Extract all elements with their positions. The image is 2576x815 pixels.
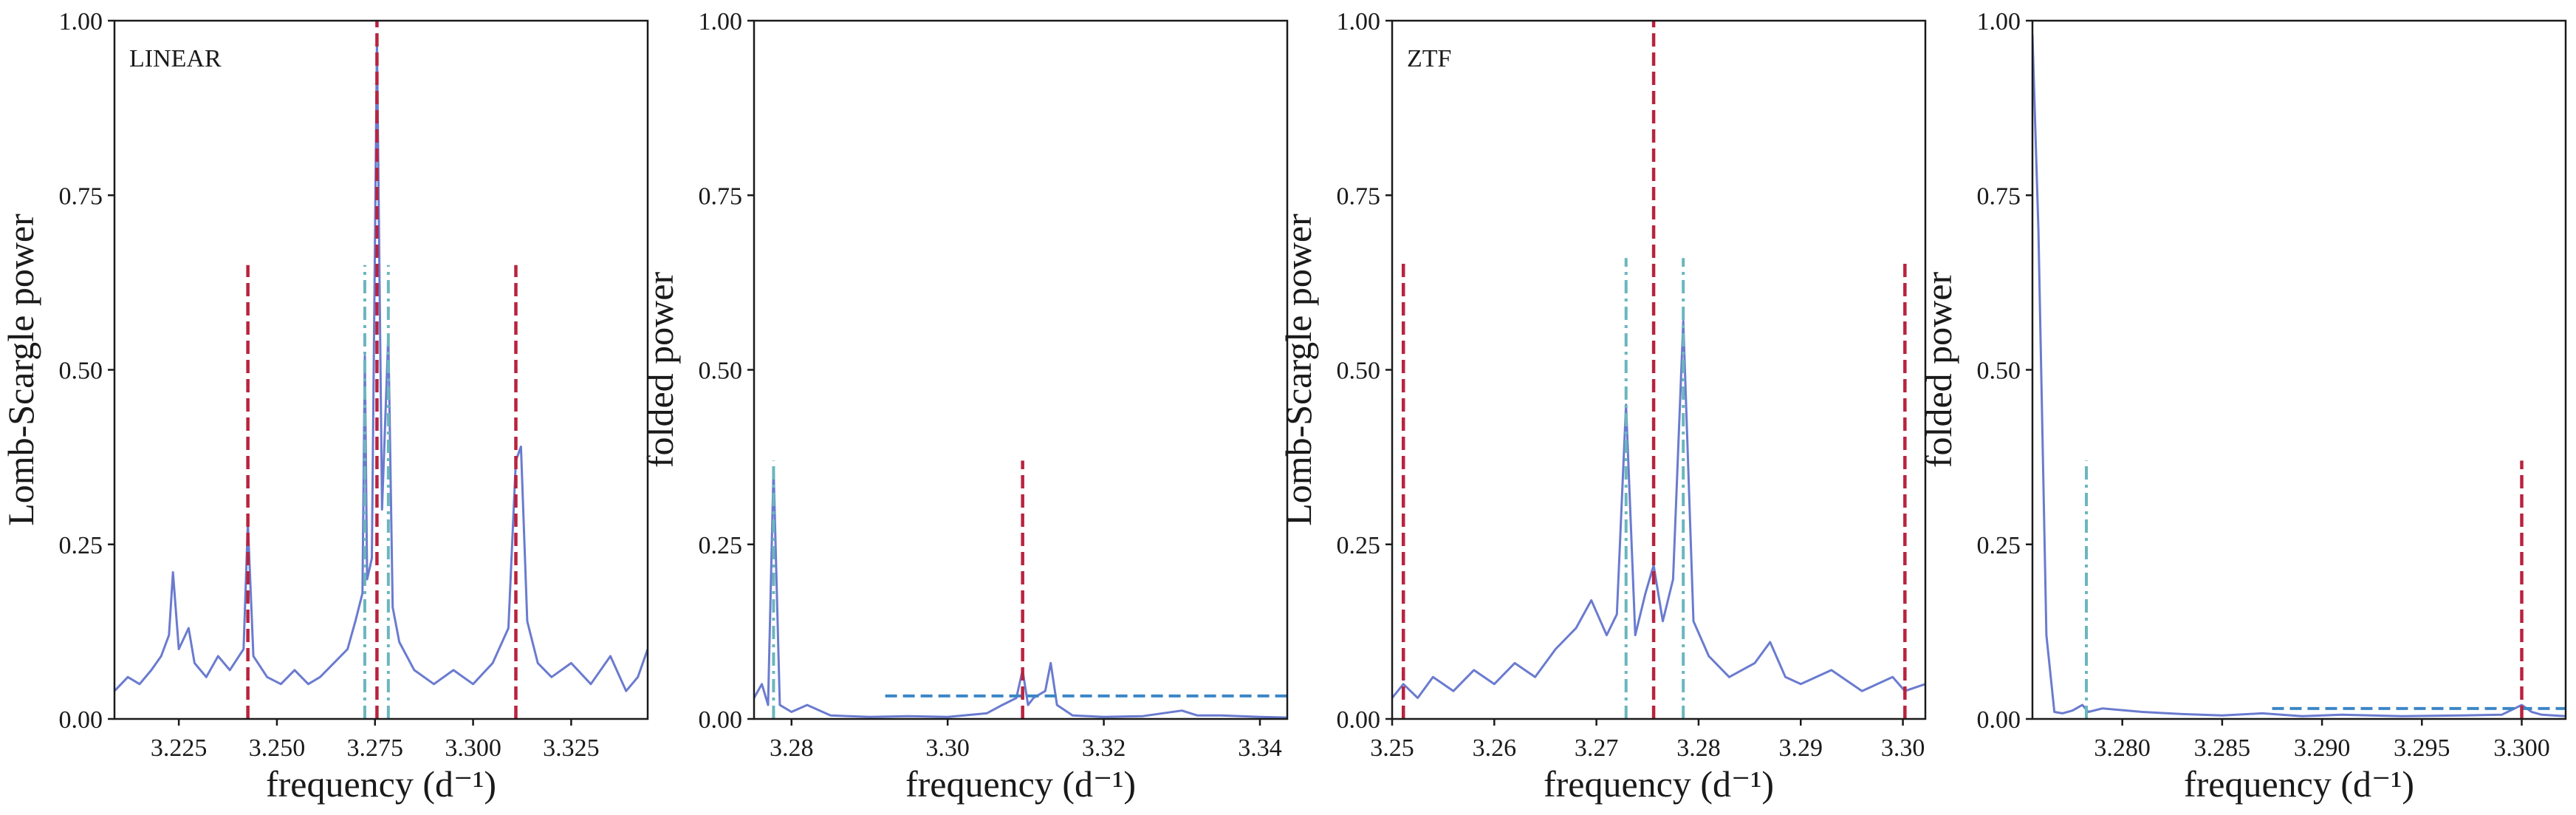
x-tick-label: 3.26 [1473, 734, 1517, 762]
x-tick-label: 3.295 [2394, 734, 2450, 762]
y-axis-label: Lomb-Scargle power [1278, 214, 1319, 526]
x-tick-label: 3.290 [2294, 734, 2351, 762]
y-tick-label: 0.00 [1977, 706, 2021, 734]
y-tick-label: 0.00 [59, 706, 103, 734]
panel-ztf-lomb-scargle: 0.00 0.25 0.50 0.75 1.00 3.25 3.26 3.27 3.28 3.29… [1278, 8, 1927, 805]
x-axis-label: frequency (d⁻¹) [266, 763, 496, 805]
y-tick-label: 1.00 [1977, 8, 2021, 35]
y-tick-label: 0.25 [699, 532, 743, 559]
x-tick-label: 3.280 [2094, 734, 2151, 762]
y-tick-label: 0.75 [699, 183, 743, 210]
x-tick-label: 3.250 [249, 734, 306, 762]
power-series-line [114, 40, 648, 692]
y-tick-label: 0.75 [59, 183, 103, 210]
y-tick-label: 0.50 [1337, 358, 1381, 385]
x-tick-label: 3.300 [445, 734, 501, 762]
axes-frame [753, 19, 1289, 720]
power-series-line [1392, 319, 1925, 700]
y-tick-label: 1.00 [699, 8, 743, 35]
x-tick-label: 3.28 [770, 734, 814, 762]
power-series-line [2032, 34, 2566, 717]
y-tick-label: 0.00 [1337, 706, 1381, 734]
y-tick-label: 0.25 [1977, 532, 2021, 559]
axes-frame [1391, 19, 1927, 720]
y-axis-label: folded power [640, 272, 681, 468]
panel-ztf-folded: 0.00 0.25 0.50 0.75 1.00 3.280 3.285 3.290 3.295… [1918, 8, 2567, 805]
x-axis-label: frequency (d⁻¹) [905, 763, 1136, 805]
x-tick-label: 3.225 [151, 734, 208, 762]
y-tick-label: 1.00 [1337, 8, 1381, 35]
x-tick-label: 3.32 [1082, 734, 1126, 762]
x-tick-label: 3.285 [2194, 734, 2251, 762]
y-axis-label: Lomb-Scargle power [0, 214, 41, 526]
panel-survey-label: ZTF [1407, 45, 1451, 72]
y-tick-label: 0.75 [1977, 183, 2021, 210]
x-tick-label: 3.29 [1779, 734, 1823, 762]
x-tick-label: 3.27 [1575, 734, 1619, 762]
y-tick-label: 1.00 [59, 8, 103, 35]
y-tick-label: 0.00 [699, 706, 743, 734]
x-tick-label: 3.300 [2493, 734, 2550, 762]
power-series-line [754, 466, 1287, 719]
y-axis-label: folded power [1918, 272, 1959, 468]
x-tick-label: 3.28 [1676, 734, 1721, 762]
y-tick-label: 0.50 [59, 358, 103, 385]
y-tick-label: 0.50 [1977, 358, 2021, 385]
x-tick-label: 3.30 [925, 734, 970, 762]
panel-linear-folded: 0.00 0.25 0.50 0.75 1.00 3.28 3.30 3.32 3.34 freq… [640, 8, 1289, 805]
x-axis-label: frequency (d⁻¹) [1544, 763, 1774, 805]
y-tick-label: 0.50 [699, 358, 743, 385]
x-tick-label: 3.34 [1238, 734, 1282, 762]
panel-survey-label: LINEAR [129, 45, 222, 72]
x-tick-label: 3.325 [543, 734, 600, 762]
x-tick-label: 3.25 [1370, 734, 1414, 762]
panel-linear-lomb-scargle: 0.00 0.25 0.50 0.75 1.00 3.225 3.250 3.275 3.300… [0, 8, 649, 805]
axes-frame [2031, 19, 2567, 720]
x-axis-label: frequency (d⁻¹) [2184, 763, 2414, 805]
y-tick-label: 0.25 [1337, 532, 1381, 559]
y-tick-label: 0.25 [59, 532, 103, 559]
y-tick-label: 0.75 [1337, 183, 1381, 210]
x-tick-label: 3.30 [1881, 734, 1925, 762]
x-tick-label: 3.275 [347, 734, 404, 762]
